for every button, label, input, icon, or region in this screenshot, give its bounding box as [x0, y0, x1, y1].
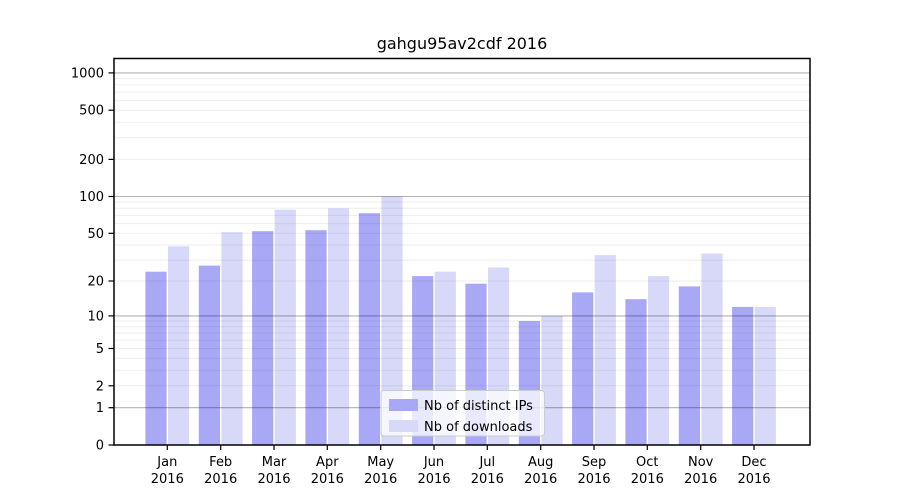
ticks-group	[108, 72, 755, 450]
x-tick-label-month: Oct	[636, 455, 658, 470]
x-tick-label-year: 2016	[417, 472, 450, 487]
legend-label-downloads: Nb of downloads	[424, 420, 533, 435]
x-tick-label-year: 2016	[257, 472, 290, 487]
bar-downloads-jan	[168, 246, 190, 445]
bar-downloads-may	[381, 196, 403, 445]
x-tick-label-month: Jun	[423, 455, 444, 470]
x-tick-label-month: Nov	[688, 455, 714, 470]
y-tick-label: 5	[96, 342, 104, 357]
x-tick-label-month: Mar	[262, 455, 287, 470]
x-tick-label-year: 2016	[577, 472, 610, 487]
bar-distinct-ips-sep	[572, 292, 594, 445]
bar-distinct-ips-may	[358, 213, 380, 445]
chart-title: gahgu95av2cdf 2016	[377, 34, 548, 53]
legend-box	[380, 390, 545, 437]
bar-distinct-ips-apr	[305, 230, 327, 445]
y-tick-label: 20	[87, 275, 104, 290]
y-tick-label: 1	[96, 401, 104, 416]
legend-swatch-downloads	[389, 420, 418, 432]
x-tick-label-year: 2016	[311, 472, 344, 487]
y-tick-label: 50	[87, 227, 104, 242]
x-tick-label-year: 2016	[524, 472, 557, 487]
x-tick-label-year: 2016	[364, 472, 397, 487]
bar-downloads-mar	[274, 209, 296, 445]
bar-downloads-apr	[328, 208, 350, 445]
bar-distinct-ips-dec	[732, 306, 754, 445]
x-tick-label-month: Dec	[741, 455, 766, 470]
bar-distinct-ips-oct	[625, 299, 647, 445]
x-tick-label-year: 2016	[204, 472, 237, 487]
y-tick-label: 0	[96, 439, 104, 454]
x-tick-label-month: Sep	[582, 455, 607, 470]
bar-downloads-feb	[221, 232, 243, 445]
x-tick-label-month: Apr	[316, 455, 339, 470]
x-tick-label-month: Feb	[209, 455, 232, 470]
y-tick-label: 1000	[71, 66, 104, 81]
bar-distinct-ips-feb	[198, 265, 220, 445]
bar-downloads-oct	[648, 276, 670, 445]
legend-swatch-distinct-ips	[389, 399, 418, 411]
x-tick-label-month: May	[367, 455, 394, 470]
bar-downloads-sep	[594, 255, 616, 445]
x-tick-label-year: 2016	[631, 472, 664, 487]
y-tick-label: 10	[87, 309, 104, 324]
y-tick-label: 100	[79, 190, 104, 205]
bar-downloads-nov	[701, 253, 723, 445]
bar-distinct-ips-nov	[678, 286, 700, 445]
bar-distinct-ips-jan	[145, 271, 167, 445]
bar-downloads-aug	[541, 315, 563, 445]
x-tick-label-year: 2016	[471, 472, 504, 487]
legend: Nb of distinct IPs Nb of downloads	[380, 390, 545, 437]
plot-frame	[113, 57, 811, 446]
tick-labels-group: 0 1 2 5 10 20 50 100 200 500 1000 Jan 2016 Feb 2016 Mar…	[71, 66, 771, 487]
x-tick-label-month: Jan	[156, 455, 177, 470]
x-tick-label-month: Jul	[478, 455, 495, 470]
y-tick-label: 200	[79, 153, 104, 168]
x-tick-label-year: 2016	[684, 472, 717, 487]
bar-downloads-dec	[754, 306, 776, 445]
y-tick-label: 2	[96, 379, 104, 394]
x-tick-label-year: 2016	[737, 472, 770, 487]
minor-gridlines-group	[114, 78, 810, 387]
legend-label-distinct-ips: Nb of distinct IPs	[424, 399, 533, 414]
x-tick-label-year: 2016	[151, 472, 184, 487]
bar-distinct-ips-mar	[252, 231, 274, 445]
x-tick-label-month: Aug	[528, 455, 553, 470]
y-tick-label: 500	[79, 104, 104, 119]
